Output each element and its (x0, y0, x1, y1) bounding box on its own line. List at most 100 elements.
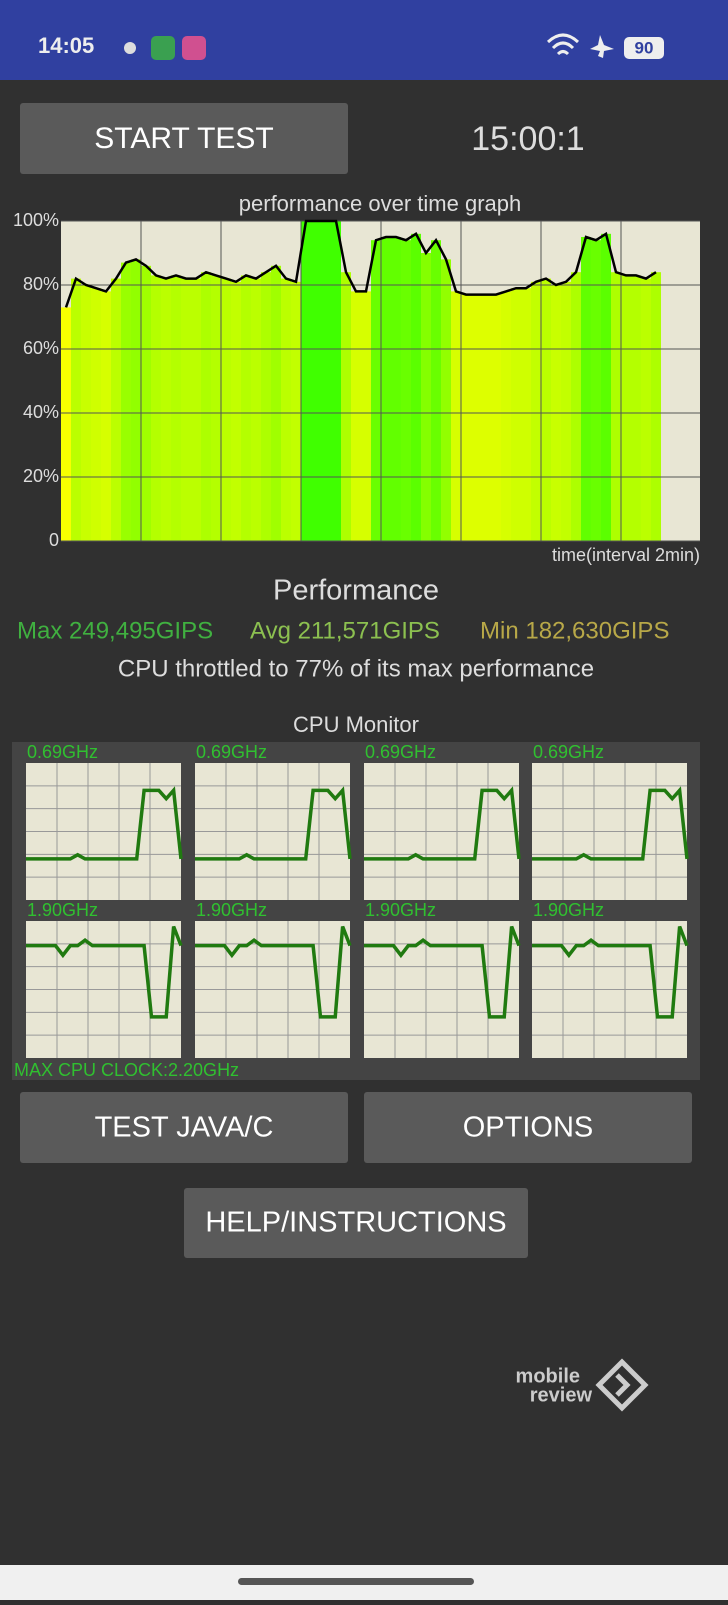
cpu-monitor: 0.69GHz 0.69GHz 0.69GHz 0.69GHz 1.90GHz 1.90G… (26, 742, 689, 1058)
airplane-icon (590, 35, 614, 58)
performance-bar (241, 275, 251, 541)
performance-bar (61, 307, 71, 541)
performance-bar (641, 278, 651, 541)
performance-bar (511, 288, 521, 541)
timer: 15:00:1 (471, 120, 584, 158)
performance-bar (101, 291, 111, 541)
performance-bar (261, 272, 271, 541)
performance-bar (571, 272, 581, 541)
performance-bar (321, 221, 331, 541)
performance-bar (431, 240, 441, 541)
performance-bar (291, 281, 301, 541)
performance-heading: Performance (273, 575, 439, 607)
core-frequency-line (195, 786, 352, 861)
max-cpu-clock: MAX CPU CLOCK:2.20GHz (14, 1060, 239, 1080)
performance-bar (211, 275, 221, 541)
watermark: review (530, 1384, 593, 1406)
performance-bar (171, 275, 181, 541)
options-button[interactable] (364, 1092, 692, 1163)
min-performance: Min 182,630GIPS (480, 617, 669, 644)
performance-bar (111, 278, 121, 541)
performance-bar (191, 278, 201, 541)
y-tick-label: 100% (13, 210, 59, 230)
core-frequency-line (532, 786, 689, 861)
max-performance: Max 249,495GIPS (17, 617, 213, 644)
core-frequency: 0.69GHz (533, 742, 604, 762)
core-frequency-line (26, 786, 183, 861)
clock: 14:05 (38, 33, 94, 58)
performance-bar (581, 237, 591, 541)
y-tick-label: 40% (23, 402, 59, 422)
performance-bar (141, 265, 151, 541)
performance-bar (421, 253, 431, 541)
button-label[interactable]: TEST JAVA/C (95, 1112, 274, 1144)
performance-graph: performance over time graph time(interval… (13, 191, 700, 565)
core-frequency: 0.69GHz (196, 742, 267, 762)
button-label[interactable]: START TEST (94, 122, 274, 155)
performance-bar (601, 233, 611, 542)
status-icon (151, 36, 175, 60)
battery (624, 37, 664, 59)
x-axis-label: time(interval 2min) (552, 545, 700, 565)
button-label[interactable]: HELP/INSTRUCTIONS (205, 1207, 506, 1239)
y-tick-label: 60% (23, 338, 59, 358)
performance-bar (251, 278, 261, 541)
performance-bar (341, 272, 351, 541)
start-button[interactable] (20, 103, 348, 174)
performance-bar (231, 281, 241, 541)
status-icon (182, 36, 206, 60)
performance-bar (371, 240, 381, 541)
core-frequency-line (532, 925, 689, 1019)
core-frequency: 0.69GHz (365, 742, 436, 762)
performance-bar (361, 291, 371, 541)
core-frequency-line (26, 925, 183, 1019)
performance-bar (451, 291, 461, 541)
battery-level: 90 (635, 38, 654, 57)
performance-bar (521, 288, 531, 541)
performance-bar (611, 272, 621, 541)
performance-bar (121, 262, 131, 541)
java-button[interactable] (20, 1092, 348, 1163)
performance-bar (411, 233, 421, 542)
core-frequency: 1.90GHz (365, 900, 436, 920)
performance-bar (181, 278, 191, 541)
graph-title: performance over time graph (239, 191, 521, 216)
core-frequency-line (364, 786, 521, 861)
help-button[interactable] (184, 1188, 528, 1258)
performance-bar (301, 221, 311, 541)
core-frequency: 0.69GHz (27, 742, 98, 762)
core-frequency-line (364, 925, 521, 1019)
avg-performance: Avg 211,571GIPS (250, 617, 440, 644)
performance-bar (161, 278, 171, 541)
performance-line (64, 219, 657, 308)
performance-bar (401, 240, 411, 541)
performance-bar (391, 237, 401, 541)
performance-bar (561, 281, 571, 541)
performance-bar (651, 272, 661, 541)
button-label[interactable]: OPTIONS (463, 1112, 594, 1144)
home-indicator[interactable] (238, 1578, 474, 1585)
performance-bar (461, 294, 471, 541)
performance-bar (631, 275, 641, 541)
performance-bar (131, 259, 141, 541)
performance-bar (501, 291, 511, 541)
watermark-logo (595, 1358, 649, 1412)
performance-bar (221, 278, 231, 541)
performance-bar (281, 278, 291, 541)
performance-bar (381, 237, 391, 541)
performance-bar (471, 294, 481, 541)
performance-bar (441, 259, 451, 541)
y-tick-label: 0 (49, 530, 59, 550)
wifi-icon (546, 33, 580, 56)
performance-bar (331, 221, 341, 541)
performance-bar (531, 281, 541, 541)
performance-bar (91, 288, 101, 541)
performance-bar (481, 294, 491, 541)
watermark-logo (615, 1373, 631, 1397)
cpu-monitor-title: CPU Monitor (293, 712, 419, 737)
throttle-summary: CPU throttled to 77% of its max performa… (118, 655, 594, 682)
status-icon (124, 42, 136, 54)
core-frequency-line (195, 925, 352, 1019)
performance-bar (151, 275, 161, 541)
